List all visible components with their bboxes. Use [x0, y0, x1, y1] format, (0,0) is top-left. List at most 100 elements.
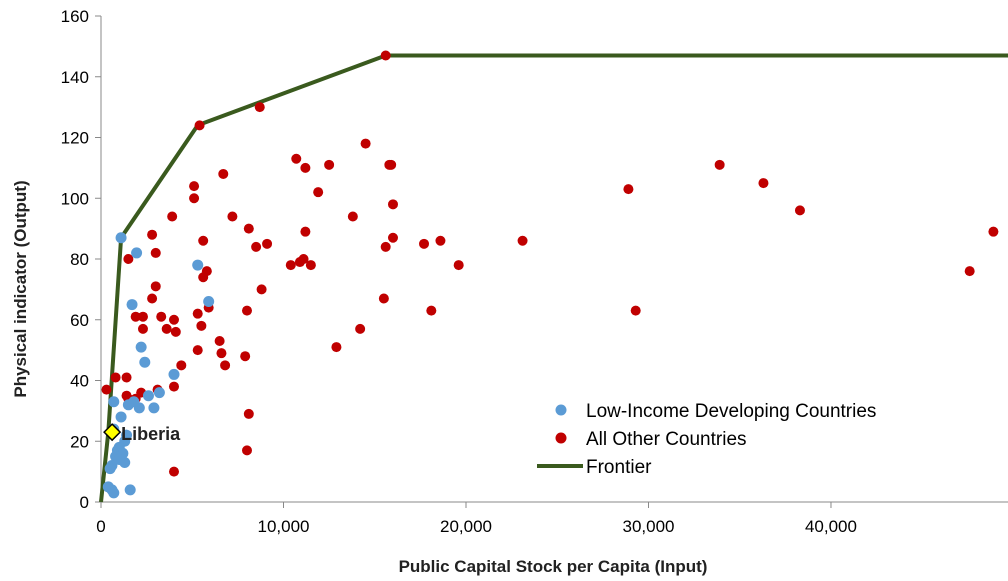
y-tick-label: 0 — [80, 493, 89, 512]
liberia-marker — [103, 423, 122, 442]
point-other — [220, 360, 231, 371]
point-other — [251, 241, 262, 252]
point-other — [243, 408, 254, 419]
frontier-series — [99, 53, 1008, 503]
y-tick-label: 80 — [70, 250, 89, 269]
point-low-income — [115, 411, 127, 423]
point-other — [300, 226, 311, 237]
point-low-income — [168, 368, 180, 380]
point-low-income — [203, 296, 215, 308]
point-other — [262, 238, 273, 249]
point-other — [378, 293, 389, 304]
y-axis-title: Physical indicator (Output) — [11, 180, 30, 397]
point-other — [194, 120, 205, 131]
legend-label-frontier: Frontier — [586, 457, 652, 478]
point-other — [216, 348, 227, 359]
point-other — [101, 384, 112, 395]
x-tick-label: 30,000 — [622, 517, 674, 536]
point-low-income — [128, 396, 140, 408]
y-tick-label: 60 — [70, 311, 89, 330]
point-other — [298, 254, 309, 264]
point-other — [198, 272, 209, 283]
point-low-income — [124, 484, 136, 496]
point-other — [137, 323, 148, 334]
point-other — [426, 305, 437, 316]
point-other — [137, 311, 148, 322]
point-other — [419, 238, 430, 249]
point-other — [168, 466, 179, 477]
point-low-income — [148, 402, 160, 414]
point-other — [347, 211, 358, 222]
point-other — [453, 260, 464, 271]
point-low-income — [142, 390, 154, 402]
point-other — [964, 266, 975, 277]
x-tick-label: 10,000 — [257, 517, 309, 536]
point-other — [285, 260, 296, 271]
point-low-income — [108, 396, 120, 408]
point-other — [256, 284, 267, 295]
point-other — [387, 232, 398, 243]
legend-label-other: All Other Countries — [586, 429, 747, 450]
y-tick-label: 40 — [70, 372, 89, 391]
point-other — [110, 372, 121, 383]
point-other — [147, 293, 158, 304]
scatter-series — [101, 50, 999, 499]
point-other — [517, 235, 528, 246]
x-tick-label: 20,000 — [440, 517, 492, 536]
point-other — [147, 229, 158, 240]
point-other — [623, 184, 634, 195]
point-low-income — [139, 356, 151, 368]
point-low-income — [131, 247, 143, 259]
point-other — [380, 50, 391, 61]
point-other — [176, 360, 187, 371]
point-other — [150, 247, 161, 258]
point-other — [227, 211, 238, 222]
point-other — [156, 311, 167, 322]
point-other — [196, 320, 207, 331]
point-other — [189, 193, 200, 204]
point-other — [121, 372, 132, 383]
point-other — [794, 205, 805, 216]
point-other — [243, 223, 254, 234]
y-tick-label: 100 — [61, 189, 89, 208]
point-other — [170, 326, 181, 337]
annotation-layer: Liberia — [103, 423, 181, 444]
point-other — [123, 254, 134, 264]
x-tick-label: 40,000 — [805, 517, 857, 536]
point-other — [254, 102, 265, 113]
point-other — [214, 336, 225, 347]
point-other — [189, 181, 200, 192]
point-low-income — [135, 341, 147, 353]
legend-marker-other — [555, 432, 567, 444]
x-axis-title: Public Capital Stock per Capita (Input) — [399, 557, 708, 576]
point-other — [241, 305, 252, 316]
y-tick-label: 140 — [61, 68, 89, 87]
point-other — [167, 211, 178, 222]
point-other — [630, 305, 641, 316]
frontier-line — [99, 53, 1008, 503]
point-low-income — [115, 232, 127, 244]
point-other — [380, 241, 391, 252]
point-other — [435, 235, 446, 246]
point-other — [300, 162, 311, 173]
legend-marker-low-income — [555, 404, 567, 416]
point-low-income — [113, 453, 125, 465]
point-other — [161, 323, 172, 334]
x-tick-label: 0 — [96, 517, 105, 536]
point-other — [384, 159, 395, 170]
point-other — [758, 178, 769, 189]
point-low-income — [153, 387, 165, 399]
point-other — [714, 159, 725, 170]
point-other — [241, 445, 252, 456]
point-other — [130, 311, 141, 322]
point-other — [324, 159, 335, 170]
legend-label-low-income: Low-Income Developing Countries — [586, 401, 876, 422]
point-other — [331, 342, 342, 353]
point-low-income — [104, 463, 116, 475]
tick-labels: 0 20 40 60 80 100 120 140 160 0 10,000 20,000 30,000… — [61, 7, 857, 536]
point-other — [355, 323, 366, 334]
legend: Low-Income Developing Countries All Othe… — [537, 401, 876, 478]
point-other — [305, 260, 316, 271]
point-other — [240, 351, 251, 362]
